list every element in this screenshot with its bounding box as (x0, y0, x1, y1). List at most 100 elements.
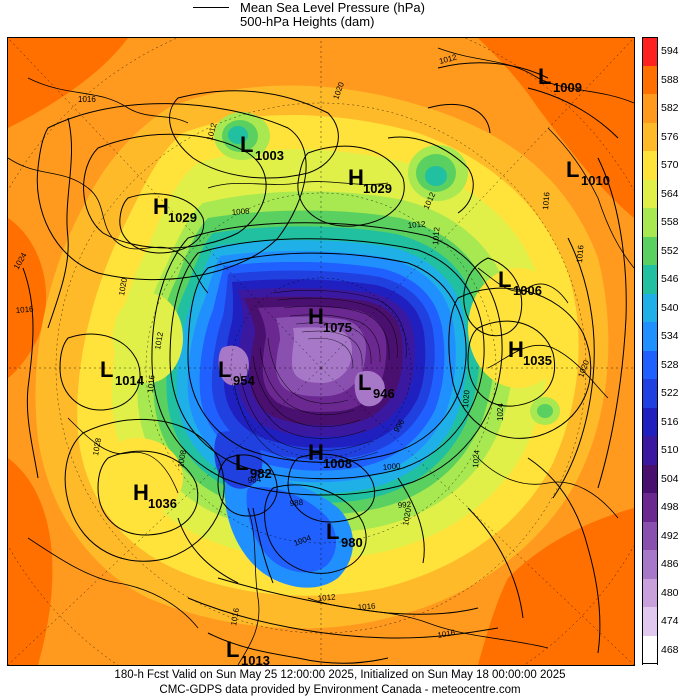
system-pressure-value: 1006 (513, 283, 542, 298)
colorbar-tick-label: 486 (661, 558, 679, 571)
isobar-label: 1024 (471, 449, 482, 468)
system-letter: L (326, 519, 339, 544)
colorbar-cell (642, 236, 658, 266)
colorbar-cell (642, 550, 658, 579)
colorbar-tick-label: 540 (661, 301, 679, 314)
weather-map: 1012 1016 1020 1012 1012 1008 1012 1016 1020 1024… (7, 37, 635, 666)
colorbar-cell (642, 322, 658, 351)
colorbar-cell (642, 293, 658, 323)
field-blob-e-core (537, 404, 553, 418)
map-canvas: 1012 1016 1020 1012 1012 1008 1012 1016 1020 1024… (8, 38, 634, 665)
system-pressure-value: 1029 (168, 210, 197, 225)
system-letter: L (226, 637, 239, 662)
system-pressure-value: 1013 (241, 653, 270, 665)
isobar-label: 1016 (146, 374, 157, 393)
system-pressure-value: 954 (233, 373, 255, 388)
colorbar-cell (642, 578, 658, 608)
system-letter: H (348, 165, 364, 190)
field-blob-n-core (425, 166, 447, 186)
low-pressure-center: L 1003 (240, 132, 284, 163)
high-pressure-center: H 1008 (308, 440, 352, 471)
forecast-valid-line: 180-h Fcst Valid on Sun May 25 12:00:00 … (114, 669, 566, 681)
footer: 180-h Fcst Valid on Sun May 25 12:00:00 … (0, 665, 680, 700)
field-blob-sw (93, 438, 183, 518)
colorbar-cell (642, 350, 658, 380)
isobar-label: 1012 (317, 592, 336, 603)
colorbar-cell (642, 151, 658, 180)
colorbar-cell (642, 265, 658, 294)
colorbar-tick-label: 516 (661, 415, 679, 428)
low-pressure-center: L 1006 (498, 267, 542, 298)
isobar-label: 984 (247, 475, 262, 485)
colorbar-tick-label: 588 (661, 73, 679, 86)
colorbar-tick-label: 552 (661, 244, 679, 257)
system-pressure-value: 1009 (553, 80, 582, 95)
colorbar-cell (642, 464, 658, 494)
colorbar-cell (642, 493, 658, 522)
system-pressure-value: 982 (250, 466, 272, 481)
low-pressure-center: L 980 (326, 519, 363, 550)
system-letter: L (566, 157, 579, 182)
system-pressure-value: 1035 (523, 353, 552, 368)
legend-mslp-label: Mean Sea Level Pressure (hPa) (240, 0, 425, 15)
field-588-sw (8, 458, 53, 665)
isobars (22, 62, 627, 664)
system-letter: L (538, 64, 551, 89)
low-pressure-center: L 954 (218, 357, 255, 388)
isobar-label: 1020 (461, 389, 472, 408)
field-486-e (354, 370, 385, 407)
system-letter: L (498, 267, 511, 292)
colorbar-tick-label: 534 (661, 330, 679, 343)
isobar-label: 992 (397, 500, 412, 510)
colorbar-cell (642, 379, 658, 408)
system-letter: L (358, 370, 371, 395)
low-pressure-center: L 1014 (100, 357, 145, 388)
colorbar-tick-label: 480 (661, 586, 679, 599)
colorbar-cell (642, 521, 658, 551)
colorbar-cell (642, 635, 658, 665)
colorbar-cell (642, 179, 658, 209)
low-pressure-center: L 982 (235, 450, 272, 481)
isobar-label: 1016 (541, 191, 552, 210)
colorbar-tick-label: 492 (661, 529, 679, 542)
system-letter: L (240, 132, 253, 157)
colorbar-tick-label: 582 (661, 102, 679, 115)
system-pressure-value: 1036 (148, 496, 177, 511)
field-588-nw (8, 38, 128, 128)
legend-line-sample (193, 7, 229, 8)
field-588-ne (478, 38, 634, 218)
colorbar-tick-label: 570 (661, 159, 679, 172)
isobar-label: 1012 (431, 226, 442, 245)
field-blob-w (113, 293, 183, 383)
isobar-label: 1008 (231, 206, 250, 217)
colorbar-cell (642, 436, 658, 465)
field-588-w (8, 218, 47, 378)
system-pressure-value: 1075 (323, 320, 352, 335)
low-pressure-center: L 946 (358, 370, 395, 401)
system-pressure-value: 1003 (255, 148, 284, 163)
system-letter: H (508, 337, 524, 362)
colorbar-cell (642, 37, 658, 66)
colorbar-tick-label: 504 (661, 472, 679, 485)
system-pressure-value: 980 (341, 535, 363, 550)
low-pressure-center: L 1009 (538, 64, 582, 95)
isobar-label: 1012 (407, 219, 426, 230)
isobar-label: 1024 (496, 403, 505, 421)
system-pressure-value: 1008 (323, 456, 352, 471)
system-letter: H (308, 304, 324, 329)
low-pressure-center: L 1010 (566, 157, 610, 188)
colorbar: 594 588 582 576 570 564 558 552 546 540 534 528 522 5… (642, 37, 679, 665)
dense-isobars (233, 290, 407, 463)
colorbar-cell (642, 607, 658, 636)
legend-heights-label: 500-hPa Heights (dam) (240, 14, 375, 29)
isobar-label: 1016 (15, 304, 34, 315)
colorbar-tick-label: 594 (661, 45, 679, 58)
colorbar-tick-label: 498 (661, 501, 679, 514)
system-pressure-value: 946 (373, 386, 395, 401)
isobar-label: 1000 (382, 461, 401, 472)
isobar-label: 1016 (437, 628, 457, 640)
system-letter: L (235, 450, 248, 475)
colorbar-cell (642, 65, 658, 95)
high-pressure-center: H 1036 (133, 480, 177, 511)
